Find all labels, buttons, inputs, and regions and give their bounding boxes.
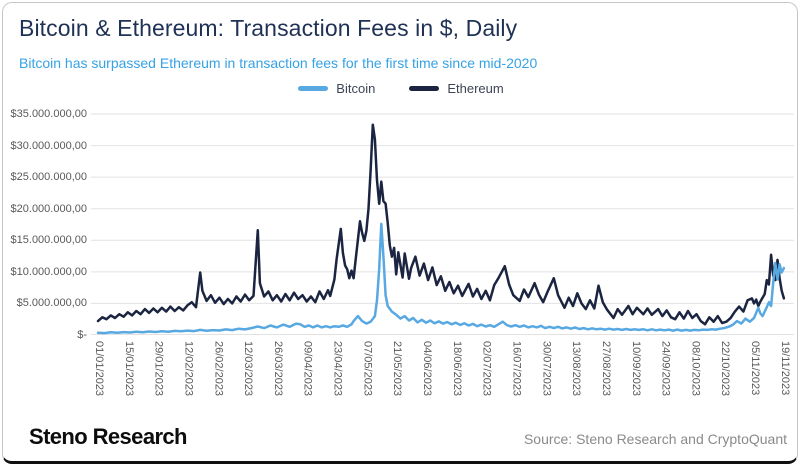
x-tick-label: 04/06/2023	[421, 341, 434, 397]
x-tick-label: 01/01/2023	[93, 341, 105, 397]
x-tick-label: 12/03/2023	[242, 341, 255, 397]
x-tick-label: 18/06/2023	[450, 341, 463, 397]
x-tick-label: 30/07/2023	[540, 341, 553, 397]
x-tick-label: 10/09/2023	[629, 341, 642, 397]
x-tick-label: 23/04/2023	[331, 341, 344, 397]
ethereum-series-line	[96, 123, 786, 326]
bitcoin-line-swatch-icon	[298, 86, 329, 91]
chart-subtitle: Bitcoin has surpassed Ethereum in transa…	[19, 55, 538, 71]
y-tick-label: $25.000.000,00	[10, 171, 87, 184]
x-tick-label: 08/10/2023	[689, 341, 702, 397]
legend-item-bitcoin: Bitcoin	[298, 81, 375, 96]
x-tick-label: 12/02/2023	[182, 341, 195, 397]
y-tick-label: $15.000.000,00	[10, 234, 87, 247]
y-tick-label: $5.000.000,00	[16, 297, 87, 310]
y-axis-labels: $35.000.000,00 $30.000.000,00 $25.000.000,…	[3, 3, 87, 363]
x-tick-label: 26/03/2023	[271, 341, 284, 397]
x-tick-label: 21/05/2023	[391, 341, 404, 397]
page-title: Bitcoin & Ethereum: Transaction Fees in …	[19, 15, 518, 41]
chart-legend: Bitcoin Ethereum	[3, 81, 797, 96]
x-tick-label: 27/08/2023	[599, 341, 612, 397]
chart-canvas	[91, 113, 794, 335]
source-attribution: Source: Steno Research and CryptoQuant	[523, 431, 787, 447]
bitcoin-series-line	[96, 222, 786, 335]
y-tick-label: $-	[77, 329, 87, 341]
y-tick-label: $35.000.000,00	[10, 107, 87, 120]
x-tick-label: 16/07/2023	[510, 341, 523, 397]
x-tick-label: 05/11/2023	[749, 341, 762, 396]
x-tick-label: 13/08/2023	[570, 341, 583, 397]
legend-item-ethereum: Ethereum	[409, 81, 504, 96]
legend-label-bitcoin: Bitcoin	[336, 81, 376, 96]
x-tick-label: 09/04/2023	[301, 341, 314, 397]
x-tick-label: 02/07/2023	[480, 341, 493, 397]
x-tick-label: 26/02/2023	[212, 341, 225, 397]
legend-label-ethereum: Ethereum	[447, 81, 504, 96]
x-tick-label: 29/01/2023	[152, 341, 165, 397]
x-tick-label: 07/05/2023	[361, 341, 374, 397]
x-tick-label: 19/11/2023	[778, 341, 791, 396]
brand-logo: Steno Research	[29, 424, 187, 449]
y-tick-label: $30.000.000,00	[10, 139, 87, 152]
y-tick-label: $10.000.000,00	[10, 265, 87, 278]
x-tick-label: 24/09/2023	[659, 341, 672, 397]
y-tick-label: $20.000.000,00	[10, 202, 87, 215]
x-tick-label: 15/01/2023	[122, 341, 135, 397]
x-tick-label: 22/10/2023	[719, 341, 732, 397]
x-axis-labels: 01/01/2023 15/01/2023 29/01/2023 12/02/2023…	[3, 341, 797, 417]
ethereum-line-swatch-icon	[409, 86, 440, 91]
